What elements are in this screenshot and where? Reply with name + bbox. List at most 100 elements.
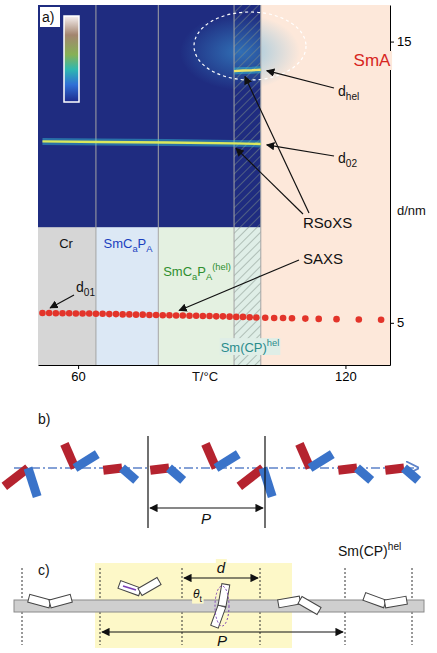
molecule-arm	[216, 454, 238, 468]
phase-region	[234, 5, 261, 365]
molecule-arm	[169, 468, 183, 480]
peak-label: d01	[76, 279, 95, 298]
x-axis-title: T/°C	[192, 369, 218, 384]
saxs-point	[66, 310, 73, 317]
label-patch	[302, 250, 344, 267]
saxs-point	[226, 313, 233, 320]
molecule-arm	[211, 605, 226, 628]
tilt-label: θt	[193, 587, 203, 604]
molecule-arm	[28, 468, 37, 497]
y-tick-mark	[390, 42, 394, 43]
molecule-arm	[298, 597, 321, 615]
saxs-point	[186, 312, 193, 319]
saxs-point	[289, 315, 296, 322]
text-part: hel	[388, 541, 401, 552]
highlight-ellipse	[194, 12, 306, 80]
phase-hatch	[234, 5, 261, 365]
saxs-point	[166, 312, 173, 319]
peak-glow	[234, 70, 261, 71]
molecule-arm	[404, 468, 418, 480]
saxs-point	[146, 312, 153, 319]
molecule-arm	[103, 468, 122, 470]
x-axis: 60120	[39, 365, 391, 384]
saxs-point	[113, 311, 120, 318]
method-arrow	[236, 148, 303, 214]
period-label: P	[201, 510, 211, 527]
period-label: P	[217, 632, 227, 649]
text-part: A	[206, 272, 213, 282]
panel-label-box	[40, 7, 60, 27]
text-part: 01	[84, 287, 96, 298]
molecule-arm	[150, 468, 169, 470]
molecule-arm	[263, 468, 272, 497]
saxs-point	[39, 310, 46, 317]
text-part: Sm(CP)	[338, 543, 388, 559]
phase-label: SmA	[354, 51, 392, 70]
molecule-arm	[310, 454, 332, 468]
spacing-arrow	[184, 577, 258, 578]
spacing-label: d	[217, 559, 226, 576]
saxs-point	[246, 314, 253, 321]
text-part: SmA	[354, 51, 392, 70]
saxs-point	[213, 313, 220, 320]
saxs-point	[93, 311, 100, 318]
label-patch	[337, 150, 358, 169]
saxs-point	[86, 310, 93, 317]
text-part: SmC	[104, 236, 133, 251]
y-tick-label: 15	[397, 34, 411, 49]
period-marker	[264, 436, 265, 528]
saxs-point	[126, 311, 133, 318]
label-patch	[162, 262, 232, 282]
phase-label: SmCaPA	[104, 236, 154, 254]
text-part: 02	[346, 158, 358, 169]
precession-cone	[215, 586, 229, 626]
label-arrow	[267, 145, 334, 156]
tilt-direction	[123, 586, 136, 590]
saxs-point	[159, 312, 166, 319]
saxs-point	[356, 316, 363, 323]
label-patch	[302, 214, 353, 231]
saxs-point	[240, 314, 247, 321]
x-tick-label: 60	[71, 369, 85, 384]
text-part: SmC	[163, 264, 192, 279]
molecule-arm	[75, 454, 97, 468]
molecule-arm	[122, 468, 136, 480]
y-tick: 5	[390, 315, 404, 330]
saxs-point	[233, 314, 240, 321]
text-part: P	[138, 236, 147, 251]
label-arrow	[267, 71, 334, 88]
molecule-arm	[138, 578, 161, 596]
molecule-arm	[357, 468, 371, 480]
molecule-arm	[49, 594, 72, 607]
saxs-point	[173, 312, 180, 319]
y-tick: 15	[390, 34, 411, 49]
method-label: RSoXS	[303, 214, 352, 231]
molecule-arm	[338, 468, 357, 470]
colorbar	[64, 16, 79, 102]
saxs-point	[271, 315, 278, 322]
saxs-point	[333, 316, 340, 323]
phase-boundary	[260, 5, 261, 365]
label-patch	[58, 236, 74, 251]
phase-boundary	[158, 5, 159, 365]
peak-label: dhel	[338, 83, 359, 102]
saxs-point	[133, 311, 140, 318]
saxs-point	[106, 311, 113, 318]
panel-label: c)	[38, 562, 50, 578]
y-tick-mark	[390, 323, 394, 324]
y-tick-label: 5	[397, 315, 404, 330]
method-arrow	[245, 77, 309, 213]
panel-b: b) P Sm(CP)hel	[4, 411, 418, 559]
label-patch	[220, 338, 281, 355]
molecule-arm	[363, 593, 386, 608]
text-part: hel	[267, 338, 279, 348]
phase-label: Cr	[59, 236, 73, 251]
saxs-point	[46, 310, 53, 317]
phase-boundary	[234, 5, 235, 365]
saxs-point	[79, 310, 86, 317]
panel-label: b)	[38, 411, 50, 427]
saxs-point	[59, 310, 66, 317]
saxs-point	[119, 311, 126, 318]
peak-label: d02	[338, 150, 357, 169]
molecule-arm	[385, 468, 404, 470]
